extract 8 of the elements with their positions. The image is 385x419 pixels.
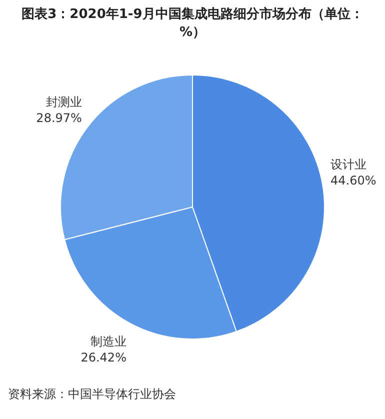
data-label: 26.42%	[80, 350, 126, 365]
text: 资料来源：中国半导体行业协会	[8, 386, 176, 403]
slice-label: 封测业	[46, 95, 82, 110]
data-label: 28.97%	[36, 111, 82, 126]
slice-label: 设计业	[330, 158, 366, 172]
data-label: 44.60%	[330, 174, 376, 188]
slice-label: 制造业	[90, 334, 126, 349]
chart-title: 图表3：2020年1-9月中国集成电路细分市场分布（单位：%）	[20, 6, 364, 42]
